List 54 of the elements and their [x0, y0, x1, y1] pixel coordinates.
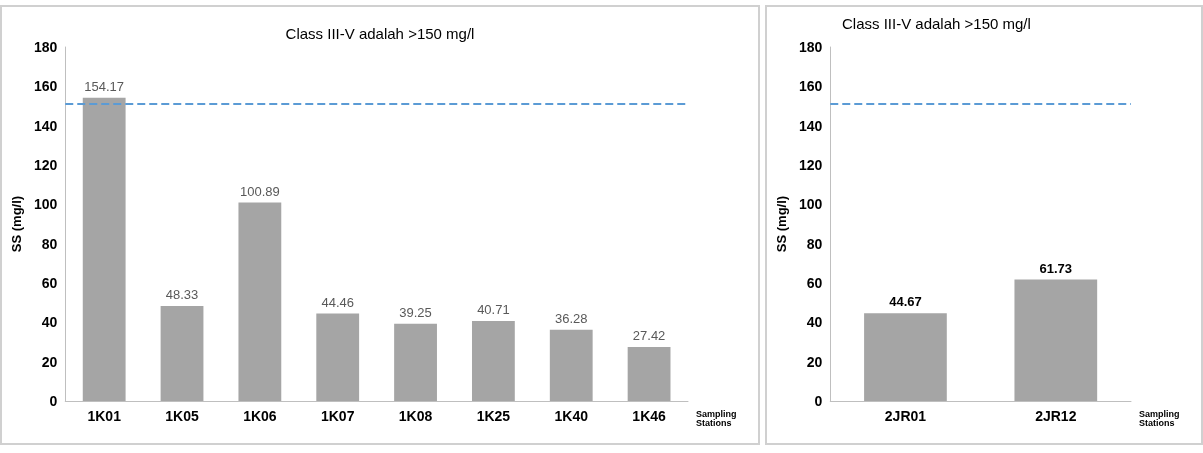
- y-tick-label: 120: [33, 157, 58, 173]
- y-tick-label: 100: [798, 196, 823, 213]
- y-tick-label: 100: [33, 196, 58, 213]
- y-tick-label: 160: [798, 78, 823, 95]
- data-label: 36.28: [554, 310, 588, 326]
- bar: [627, 347, 671, 401]
- x-tick-label: 1K46: [632, 408, 667, 424]
- data-label: 44.67: [889, 294, 922, 310]
- bar: [82, 97, 126, 401]
- y-axis-title: SS (mg/l): [774, 195, 789, 253]
- x-tick-label: 1K07: [320, 408, 355, 424]
- y-tick-label: 160: [33, 78, 58, 95]
- data-label: 39.25: [399, 304, 432, 320]
- y-tick-label: 40: [41, 314, 58, 331]
- y-tick-label: 80: [806, 235, 823, 252]
- y-tick-label: 140: [798, 117, 823, 134]
- data-label: 40.71: [477, 301, 510, 317]
- x-tick-label: 1K25: [476, 408, 511, 424]
- y-tick-label: 60: [806, 275, 823, 291]
- data-label: 61.73: [1039, 260, 1073, 276]
- x-tick-label: 1K08: [398, 408, 433, 424]
- bar: [394, 323, 437, 401]
- y-tick-label: 140: [33, 117, 58, 134]
- x-tick-label: 1K01: [87, 408, 122, 424]
- bar: [316, 313, 360, 401]
- x-tick-label: 2JR12: [1035, 408, 1077, 424]
- y-tick-label: 0: [49, 393, 58, 409]
- data-label: 27.42: [632, 328, 666, 344]
- y-tick-label: 120: [798, 157, 823, 173]
- y-tick-label: 180: [798, 39, 823, 55]
- y-tick-label: 40: [806, 314, 823, 331]
- y-tick-label: 20: [806, 353, 823, 370]
- data-label: 44.46: [321, 294, 354, 310]
- chart-title: Class III-V adalah >150 mg/l: [842, 15, 1031, 32]
- y-tick-label: 180: [33, 39, 58, 55]
- y-tick-label: 20: [41, 353, 58, 370]
- y-tick-label: 0: [814, 393, 823, 409]
- chart-title: Class III-V adalah >150 mg/l: [285, 25, 475, 42]
- x-tick-label: 1K40: [554, 408, 589, 424]
- x-tick-label: 1K05: [165, 408, 199, 424]
- data-label: 48.33: [165, 286, 199, 302]
- y-axis-title: SS (mg/l): [9, 195, 24, 253]
- data-label: 100.89: [239, 183, 280, 199]
- y-tick-label: 60: [41, 275, 58, 291]
- x-tick-label: 2JR01: [884, 408, 927, 424]
- bar: [160, 305, 204, 401]
- y-tick-label: 80: [41, 235, 58, 252]
- x-tick-label: 1K06: [243, 408, 277, 424]
- x-axis-title: Sampling Stations: [696, 408, 737, 428]
- x-axis-title: Sampling Stations: [1139, 408, 1180, 428]
- bar: [549, 329, 593, 401]
- bar: [238, 202, 282, 401]
- bar: [471, 320, 515, 401]
- data-label: 154.17: [84, 78, 125, 94]
